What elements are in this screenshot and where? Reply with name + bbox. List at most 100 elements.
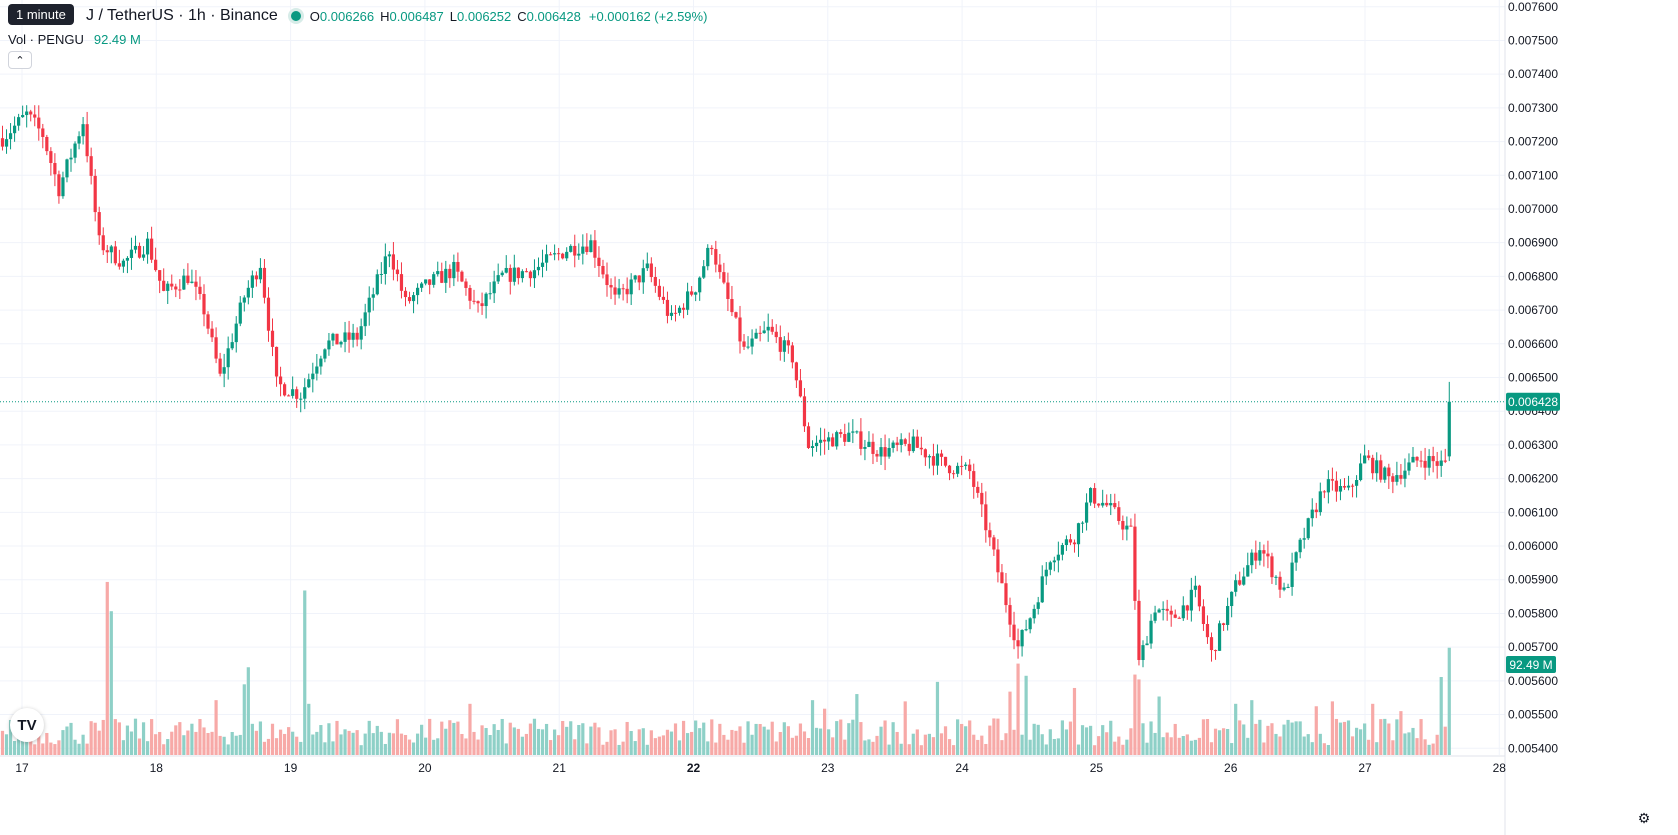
price-axis[interactable]: 0.007600 0.007500 0.007400 0.007300 0.007200… [1504,0,1560,835]
candle [351,323,355,348]
candle-body [1435,461,1439,466]
candle-body [359,326,363,340]
candle [1097,503,1101,508]
candle-body [1363,455,1367,464]
candle-body [222,367,226,374]
volume-bar [1326,744,1330,755]
candle [335,333,339,345]
volume-bar [1141,723,1145,755]
candle [141,246,146,261]
candle [266,287,271,342]
volume-bar [645,744,649,755]
volume-bar [540,729,545,755]
candle [440,262,444,284]
candle-body [766,326,770,331]
volume-bar [307,703,311,755]
candle-body [315,366,319,374]
candle-body [206,314,210,329]
candle-body [657,285,661,297]
candle [1226,597,1230,631]
candle [242,295,246,312]
candle [1137,589,1141,666]
candle [589,234,593,253]
candle [85,111,89,163]
time-axis[interactable]: 17 18 19 20 21 22 23 24 25 26 27 28 [0,755,1506,775]
collapse-legend-button[interactable]: ⌃ [8,51,32,69]
candle-body [1242,576,1246,585]
volume-bar [476,739,480,755]
price-tick-label: 0.005900 [1508,573,1558,587]
volume-bar [996,718,1000,755]
volume-bar [835,721,839,755]
volume-bar [456,721,460,755]
candle-body [121,260,125,267]
candle [887,438,891,459]
candle-body [49,151,53,163]
candle [919,436,923,456]
gear-icon[interactable]: ⚙ [1637,810,1651,826]
candle [1149,614,1153,649]
candle [1371,454,1375,480]
candle [222,353,226,388]
tradingview-logo[interactable]: TV [10,708,44,742]
volume-bar [428,718,432,755]
symbol-legend[interactable]: J / TetherUS · 1h · Binance O0.006266 H0… [8,6,707,26]
volume-bar [1129,728,1133,755]
candle [4,129,9,154]
volume-bar [879,726,883,755]
candle [980,482,984,517]
volume-bar [887,744,891,755]
candle-body [266,297,271,331]
candlesticks [0,105,1451,668]
price-tick-label: 0.006000 [1508,539,1558,553]
candle [81,116,85,145]
volume-bar [1165,732,1169,755]
candle [1302,527,1306,549]
candle-body [468,287,472,301]
candle [1310,498,1314,527]
volume-bar [137,738,142,755]
candle [1032,604,1036,624]
candle [206,311,210,335]
candle [742,334,746,350]
volume-bar [266,738,271,755]
volume-bar [980,735,984,755]
symbol-title[interactable]: J / TetherUS · 1h · Binance [86,7,278,24]
candle [105,244,109,263]
volume-bar [984,743,988,755]
candle-body [1359,463,1363,481]
candle [1238,571,1242,586]
candle-body [460,271,464,282]
volume-bar [1359,729,1363,755]
volume-bar [1411,727,1415,755]
candle [1165,599,1169,621]
candle [109,244,113,264]
volume-bar [1209,742,1214,755]
candle-body [1379,460,1383,480]
candle [1048,560,1052,576]
candle [460,270,464,283]
candle-body [1004,583,1008,606]
candle [347,320,351,353]
volume-bar [1000,740,1004,755]
candle-body [1177,617,1181,619]
volume-bar [1282,724,1286,755]
volume-bar [1310,742,1314,755]
candle-body [1036,602,1040,609]
candle [1221,622,1226,631]
volume-legend[interactable]: Vol · PENGU 92.49 M [8,32,141,47]
candle [810,440,815,457]
candle [77,131,81,150]
volume-bar [569,721,573,755]
volume-bar [1270,723,1274,755]
volume-bar [444,728,448,755]
volume-bar [992,718,996,755]
candle-body [633,275,637,280]
volume-bar [943,726,948,755]
candle [480,292,484,315]
candle [754,328,758,339]
candle-body [395,269,400,275]
candle-body [1101,502,1105,506]
candle-body [347,332,351,340]
